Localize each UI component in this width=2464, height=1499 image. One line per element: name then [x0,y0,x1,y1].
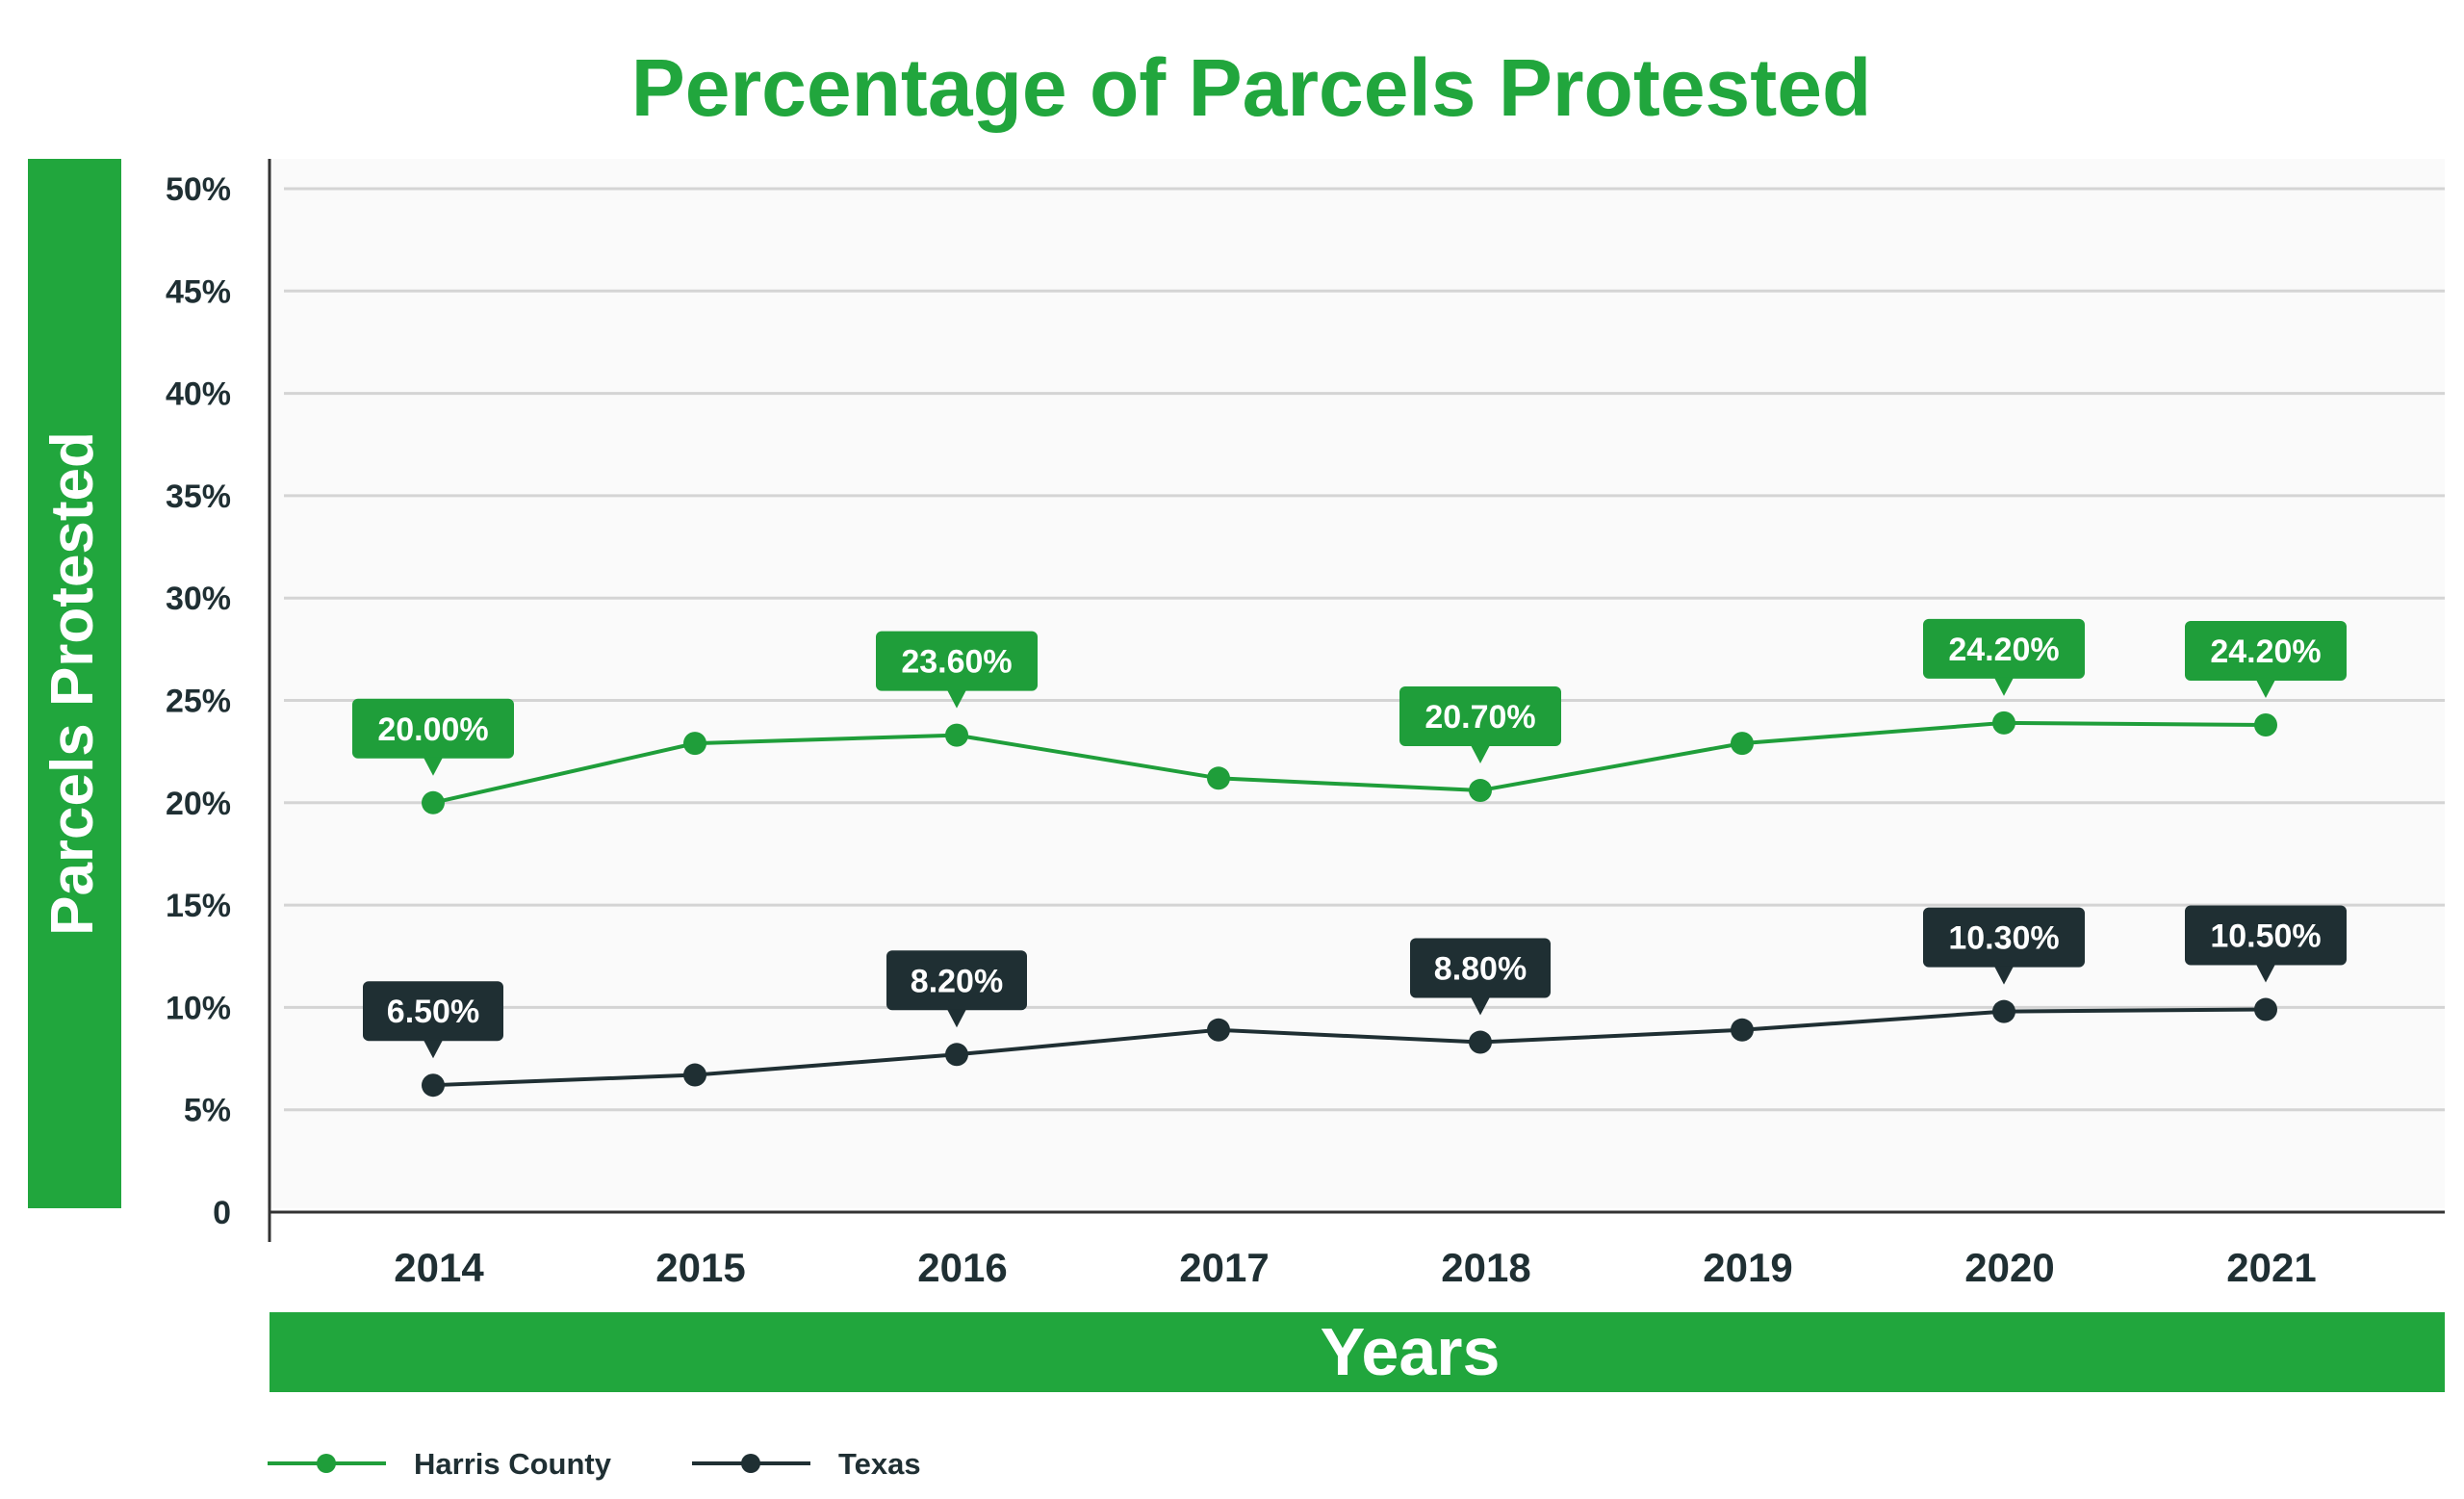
y-tick-label: 45% [166,273,231,310]
x-axis-title-bar: Years [270,1312,2445,1392]
series-line-harris-county [432,720,2267,805]
series-line-texas [432,1007,2267,1088]
legend: Harris County Texas [268,1447,921,1481]
y-tick-label: 50% [166,171,231,208]
data-label: 8.80% [1434,951,1527,988]
data-point [1469,779,1492,803]
data-point [1469,1030,1492,1054]
legend-item-harris-county: Harris County [268,1447,612,1481]
legend-label: Texas [838,1447,921,1481]
callout-box [1923,618,2085,679]
gridlines [284,187,2445,1112]
data-label: 24.20% [2210,633,2321,670]
callout-pointer [1471,745,1490,764]
x-tick-label: 2016 [917,1245,1007,1290]
axes: 0 5% 10% 15% 20% 25% 30% 35% 40% 45% 50% 2014 2015 20… [166,159,2445,1290]
y-tick-label: 0 [213,1195,231,1231]
callout-box [1399,686,1561,747]
x-axis-title-background [270,1312,2445,1392]
callout-pointer [424,757,443,776]
data-point [1207,1018,1230,1042]
callout-box [2185,905,2347,966]
data-point [683,1063,706,1087]
data-point [1731,732,1754,756]
data-point [1992,711,2015,735]
callout-pointer [947,1009,966,1028]
data-label-callout: 20.70% [1399,686,1561,764]
x-tick-label: 2020 [1964,1245,2054,1290]
data-label: 20.00% [377,711,488,748]
data-point [1207,766,1230,790]
y-tick-label: 40% [166,376,231,413]
data-label: 10.50% [2210,918,2321,955]
data-label: 6.50% [387,994,479,1030]
data-label-callout: 24.20% [1923,618,2085,696]
data-label: 24.20% [1948,632,2059,668]
callout-pointer [424,1040,443,1059]
callout-box [363,981,503,1042]
x-tick-label: 2018 [1441,1245,1530,1290]
callout-pointer [1994,677,2014,696]
data-point [422,1073,445,1098]
data-label: 20.70% [1424,699,1535,736]
y-axis-title-bar: Parcels Protested [28,159,121,1208]
data-point [2254,997,2277,1021]
series-layer [422,711,2277,1098]
callout-pointer [2256,680,2275,699]
legend-marker [741,1454,760,1473]
data-point [2254,713,2277,737]
data-label-callout: 8.20% [886,950,1027,1028]
callout-pointer [2256,964,2275,983]
data-label-callout: 23.60% [876,631,1038,709]
data-label-callout: 6.50% [363,981,503,1059]
x-tick-label: 2015 [655,1245,745,1290]
data-point [422,790,445,814]
callout-box [2185,621,2347,682]
callout-box [886,950,1027,1011]
data-label: 23.60% [901,644,1012,681]
callout-pointer [947,689,966,709]
x-axis-title: Years [1321,1314,1501,1389]
data-point [945,1043,968,1067]
y-tick-label: 10% [166,990,231,1026]
data-label-callout: 8.80% [1410,938,1551,1016]
data-label-callout: 24.20% [2185,621,2347,699]
legend-item-texas: Texas [692,1447,921,1481]
x-tick-label: 2017 [1179,1245,1269,1290]
y-axis-title: Parcels Protested [39,431,106,936]
y-tick-label: 30% [166,581,231,617]
data-point [1731,1018,1754,1042]
data-point [1992,999,2015,1023]
callout-box [352,698,514,759]
y-tick-label: 20% [166,786,231,822]
y-tick-label: 5% [184,1093,231,1129]
plot-area [268,159,2445,1208]
data-point [683,732,706,756]
data-label-callout: 20.00% [352,698,514,776]
data-label: 8.20% [911,963,1003,999]
callout-box [876,631,1038,691]
x-tick-label: 2014 [394,1245,484,1290]
x-tick-label: 2019 [1703,1245,1792,1290]
callout-pointer [1471,996,1490,1016]
y-tick-label: 35% [166,478,231,515]
data-label-callout: 10.50% [2185,905,2347,983]
data-label: 10.30% [1948,920,2059,957]
chart-title: Percentage of Parcels Protested [631,42,1872,133]
y-tick-label: 15% [166,888,231,924]
legend-label: Harris County [414,1447,612,1481]
callout-box [1923,907,2085,968]
callout-box [1410,938,1551,998]
legend-marker [317,1454,336,1473]
y-tick-label: 25% [166,684,231,720]
callout-pointer [1994,966,2014,985]
y-axis-title-background [28,159,121,1208]
data-point [945,723,968,747]
data-labels: 20.00% 23.60% 20.70% 24.20% 24.20% 6.50% 8.20%… [352,618,2347,1059]
x-tick-label: 2021 [2226,1245,2316,1290]
data-label-callout: 10.30% [1923,907,2085,985]
